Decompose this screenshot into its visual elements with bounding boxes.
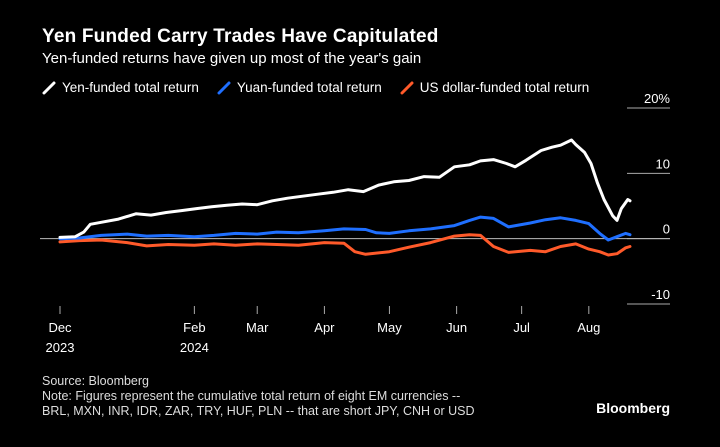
legend-item-usd: US dollar-funded total return <box>400 80 590 95</box>
x-tick-label: Aug <box>577 320 600 335</box>
line-slash-icon <box>400 81 414 94</box>
x-tick-label: Jun <box>446 320 467 335</box>
methodology-note-line-1: Note: Figures represent the cumulative t… <box>42 389 461 403</box>
methodology-note-line-2: BRL, MXN, INR, IDR, ZAR, TRY, HUF, PLN -… <box>42 404 475 418</box>
x-tick-label: Dec <box>48 320 72 335</box>
series-line-yuan <box>58 215 632 242</box>
x-tick-sublabel: 2024 <box>180 340 209 355</box>
y-tick-label: 20% <box>644 91 670 106</box>
legend-item-yuan: Yuan-funded total return <box>217 80 382 95</box>
x-tick-label: Jul <box>513 320 530 335</box>
series-line-usd <box>58 233 632 257</box>
line-slash-icon <box>217 81 231 94</box>
line-chart: 20% 10 0 -10 Dec 2023 Feb 2024 Mar Apr May Jun Jul Au… <box>40 91 670 355</box>
y-tick-label: 0 <box>663 222 670 237</box>
chart-title: Yen Funded Carry Trades Have Capitulated <box>42 26 439 47</box>
chart-legend: Yen-funded total return Yuan-funded tota… <box>42 80 589 95</box>
source-note: Source: Bloomberg <box>42 374 150 388</box>
series-line-yen <box>58 138 632 239</box>
chart-footer: Source: Bloomberg Note: Figures represen… <box>42 374 475 419</box>
x-tick-label: Mar <box>246 320 269 335</box>
chart-frame: Yen Funded Carry Trades Have Capitulated… <box>20 14 700 435</box>
y-tick-label: -10 <box>651 287 670 302</box>
chart-subtitle: Yen-funded returns have given up most of… <box>42 50 422 67</box>
legend-label-usd: US dollar-funded total return <box>419 80 590 95</box>
legend-item-yen: Yen-funded total return <box>42 80 199 95</box>
line-slash-icon <box>42 81 56 94</box>
x-tick-sublabel: 2023 <box>46 340 75 355</box>
x-tick-label: Feb <box>183 320 205 335</box>
bloomberg-logo: Bloomberg <box>596 400 670 416</box>
y-tick-label: 10 <box>656 156 670 171</box>
x-tick-label: Apr <box>314 320 335 335</box>
legend-label-yen: Yen-funded total return <box>62 80 199 95</box>
legend-label-yuan: Yuan-funded total return <box>236 80 382 95</box>
x-tick-label: May <box>377 320 402 335</box>
